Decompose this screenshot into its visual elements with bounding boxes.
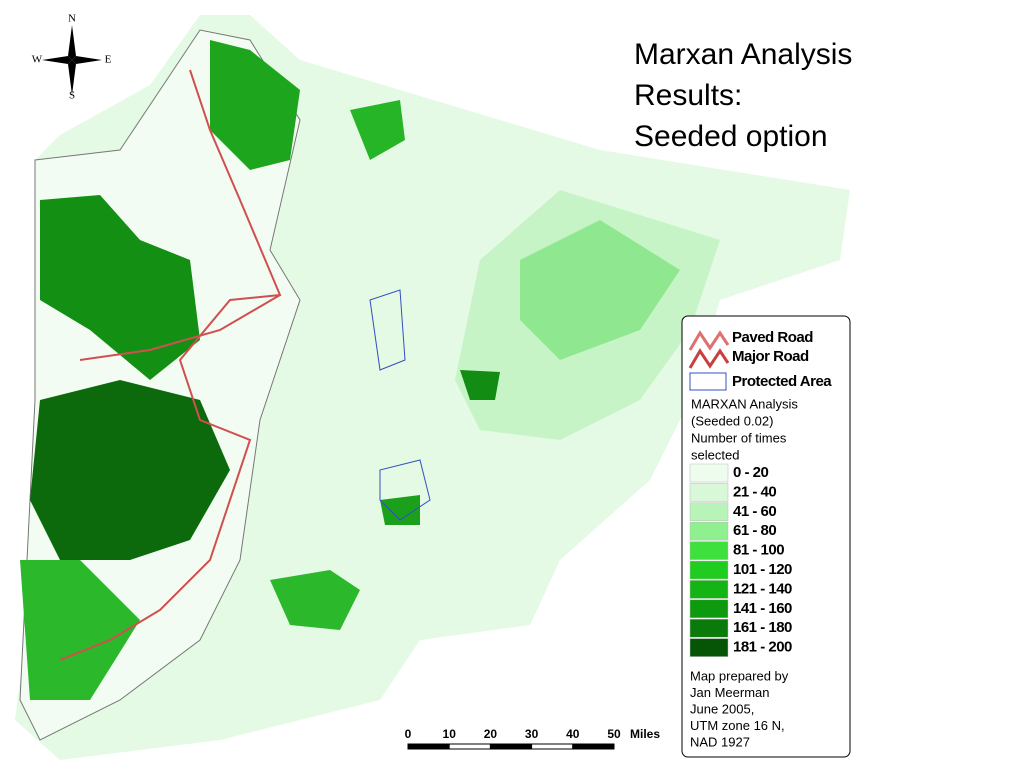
scale-label: 40	[566, 727, 580, 741]
compass-arrow	[72, 56, 102, 64]
credit-line: Map prepared by	[690, 668, 789, 683]
forest	[270, 570, 360, 630]
compass-w: W	[32, 54, 43, 66]
credit-line: June 2005,	[690, 701, 754, 716]
legend-swatch	[689, 463, 729, 483]
protected-area	[379, 459, 431, 521]
title-line: Marxan Analysis	[634, 38, 852, 71]
compass-e: E	[105, 54, 112, 66]
legend-swatch	[689, 618, 729, 638]
legend-symbol	[689, 372, 727, 391]
scale-segment	[407, 743, 450, 750]
scale-segment	[448, 743, 491, 750]
credit-line: NAD 1927	[690, 734, 750, 749]
scale-label: 20	[484, 727, 498, 741]
legend-class-label: 41 - 60	[733, 503, 776, 520]
road	[59, 69, 282, 661]
legend-label: Major Road	[732, 348, 809, 365]
legend-swatch	[689, 560, 729, 580]
legend-swatch	[689, 502, 729, 522]
legend-label: Paved Road	[732, 329, 813, 346]
road	[79, 294, 281, 361]
forest	[20, 560, 140, 700]
credit-line: UTM zone 16 N,	[690, 718, 785, 733]
forest	[350, 100, 405, 160]
legend-class-label: 101 - 120	[733, 561, 792, 578]
forest	[460, 370, 500, 400]
legend-class-label: 141 - 160	[733, 600, 792, 617]
scale-unit: Miles	[630, 727, 660, 741]
credit-line: Jan Meerman	[690, 685, 769, 700]
scale-segment	[531, 743, 574, 750]
legend-symbol	[688, 348, 730, 369]
legend-heading: selected	[691, 447, 739, 462]
legend-class-label: 161 - 180	[733, 619, 792, 636]
forest	[210, 40, 300, 170]
legend-class-label: 0 - 20	[733, 464, 769, 481]
legend-swatch	[689, 541, 729, 560]
legend-swatch	[689, 599, 729, 619]
scale-label: 50	[607, 727, 621, 741]
legend: Paved Road Major Road Protected Area MAR…	[681, 315, 851, 758]
compass-arrow	[42, 56, 72, 64]
compass-s: S	[69, 90, 75, 102]
legend-class-label: 81 - 100	[733, 542, 784, 559]
compass-n: N	[68, 13, 76, 25]
legend-label: Protected Area	[732, 373, 832, 390]
scale-segment	[572, 743, 615, 750]
scale-label: 0	[405, 727, 412, 741]
sea-zone	[520, 220, 680, 360]
legend-swatch	[689, 638, 729, 657]
legend-heading: (Seeded 0.02)	[691, 413, 773, 428]
compass-arrow	[68, 60, 76, 95]
scale-label: 30	[525, 727, 539, 741]
forest	[30, 380, 230, 560]
title-line: Seeded option	[634, 120, 828, 153]
scale-bar: 0 10 20 30 40 50 Miles	[405, 727, 660, 750]
protected-area	[369, 289, 406, 371]
forest	[380, 495, 420, 525]
title-line: Results:	[634, 79, 742, 112]
compass-arrow	[68, 25, 76, 60]
legend-swatch	[689, 483, 729, 502]
legend-class-label: 21 - 40	[733, 483, 776, 500]
legend-heading: MARXAN Analysis	[691, 396, 798, 411]
scale-label: 10	[443, 727, 457, 741]
legend-swatch	[689, 580, 729, 599]
scale-segment	[489, 743, 533, 750]
legend-class-label: 121 - 140	[733, 580, 792, 597]
legend-symbol	[688, 330, 730, 351]
compass: N S W E	[32, 13, 112, 102]
map	[15, 15, 850, 760]
legend-class-label: 181 - 200	[733, 639, 792, 656]
legend-class-label: 61 - 80	[733, 522, 776, 539]
legend-heading: Number of times	[691, 430, 787, 445]
legend-swatch	[689, 521, 729, 541]
forest	[40, 195, 200, 380]
